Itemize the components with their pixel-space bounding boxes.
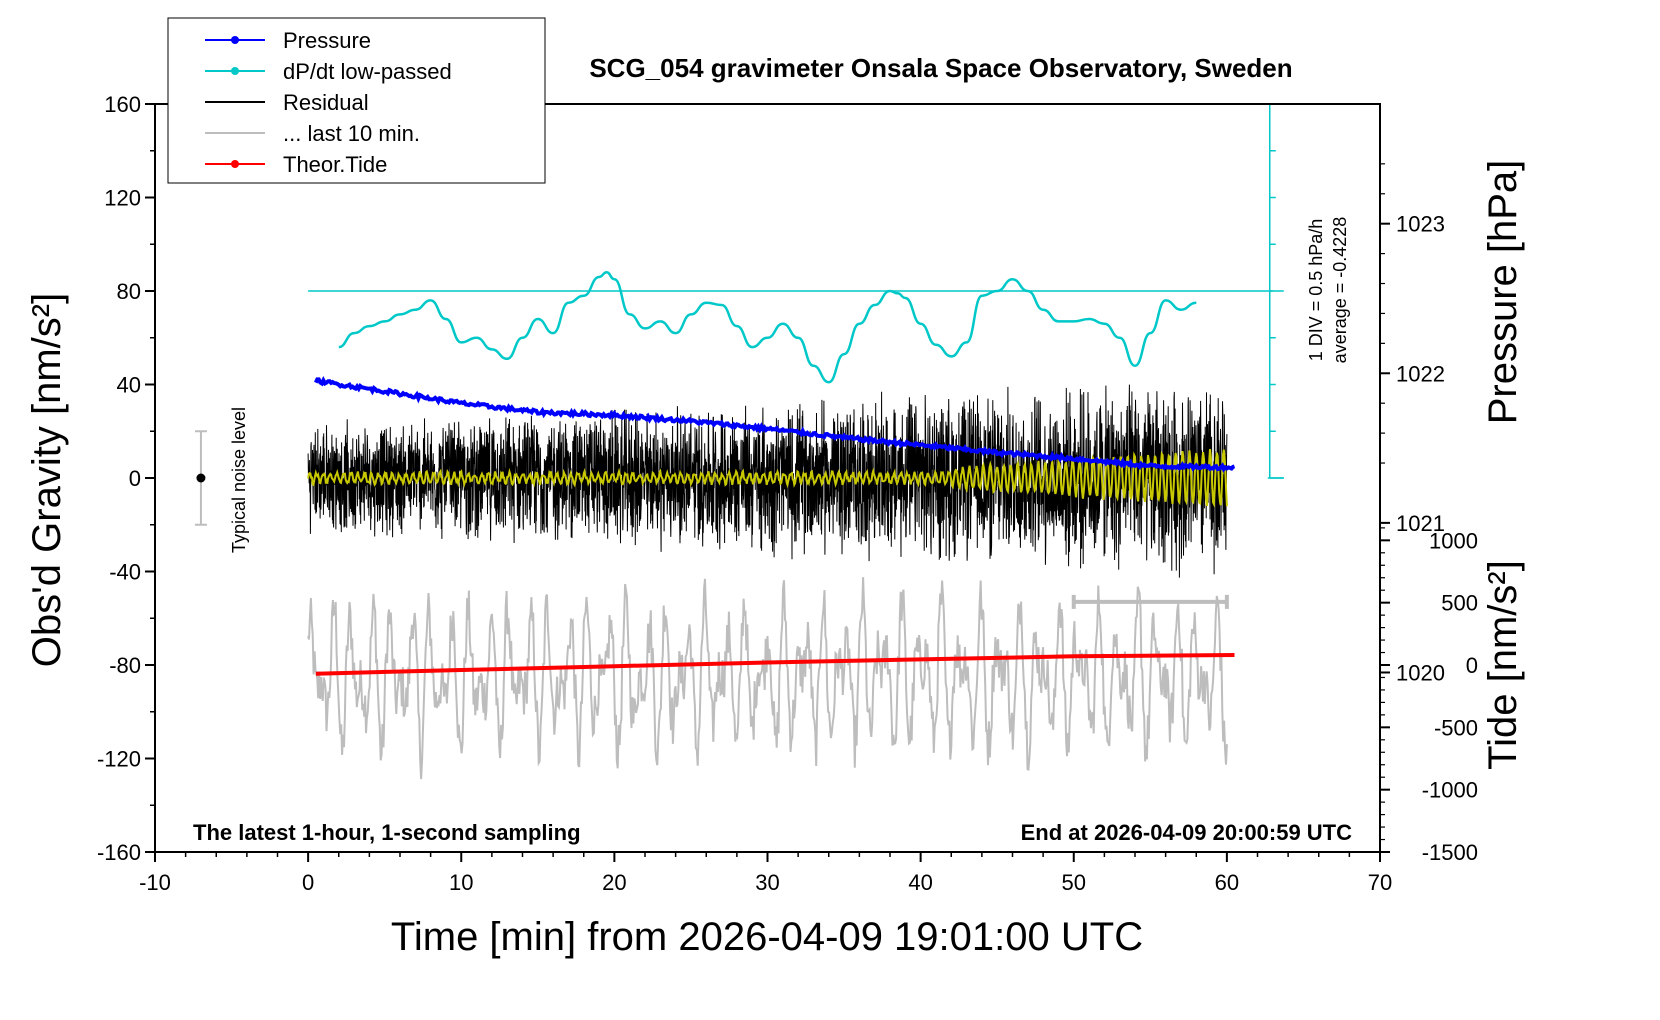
noise-bar-center: [196, 473, 206, 483]
tide-tick-label: -1000: [1422, 778, 1478, 803]
legend-box: [167, 17, 546, 184]
x-tick-label: 50: [1062, 870, 1086, 895]
legend-label: ... last 10 min.: [283, 121, 420, 146]
x-tick-label: 70: [1368, 870, 1392, 895]
pressure-tick-label: 1023: [1396, 212, 1445, 237]
tide-tick-label: 0: [1466, 653, 1478, 678]
x-tick-label: 60: [1215, 870, 1239, 895]
x-tick-label: 10: [449, 870, 473, 895]
tide-tick-label: -500: [1434, 715, 1478, 740]
x-tick-label: 20: [602, 870, 626, 895]
legend-label: Pressure: [283, 28, 371, 53]
y-tick-label: 80: [117, 279, 141, 304]
annotation-left: The latest 1-hour, 1-second sampling: [193, 820, 581, 845]
tide-tick-label: 1000: [1429, 528, 1478, 553]
y-tick-label: 0: [129, 466, 141, 491]
x-tick-label: 30: [755, 870, 779, 895]
y-axis-title: Obs'd Gravity [nm/s²]: [25, 293, 69, 667]
series-pressure: [313, 375, 1236, 473]
pressure-tick-label: 1021: [1396, 511, 1445, 536]
y-tick-label: -40: [109, 560, 141, 585]
series-last10: [307, 577, 1228, 780]
pressure-tick-label: 1022: [1396, 361, 1445, 386]
legend-marker: [231, 36, 239, 44]
x-axis-title: Time [min] from 2026-04-09 19:01:00 UTC: [391, 915, 1143, 959]
dpdt-scale-label: 1 DIV = 0.5 hPa/h: [1306, 219, 1326, 362]
series-residual-filtered: [307, 448, 1228, 508]
legend-marker: [231, 67, 239, 75]
y-tick-label: -120: [97, 747, 141, 772]
series-residual: [307, 384, 1228, 578]
series-tide: [315, 653, 1235, 676]
noise-level-label: Typical noise level: [229, 407, 249, 553]
tide-tick-label: -1500: [1422, 840, 1478, 865]
tide-axis-title: Tide [nm/s²]: [1481, 560, 1525, 770]
annotation-right: End at 2026-04-09 20:00:59 UTC: [1021, 820, 1352, 845]
legend: Pressure dP/dt low-passed Residual ... last…: [167, 17, 546, 184]
axes-layer: -10 0 10 20 30 40 50 60 70-160-120-80-4004080120…: [97, 92, 1478, 895]
pressure-axis-title: Pressure [hPa]: [1481, 160, 1525, 425]
tide-tick-label: 500: [1441, 591, 1478, 616]
y-tick-label: 160: [104, 92, 141, 117]
y-tick-label: -80: [109, 653, 141, 678]
x-tick-label: 40: [908, 870, 932, 895]
chart-title: SCG_054 gravimeter Onsala Space Observat…: [589, 53, 1292, 83]
x-tick-label: -10: [139, 870, 171, 895]
legend-label: Residual: [283, 90, 369, 115]
legend-label: dP/dt low-passed: [283, 59, 452, 84]
legend-label: Theor.Tide: [283, 152, 387, 177]
y-tick-label: -160: [97, 840, 141, 865]
pressure-tick-label: 1020: [1396, 660, 1445, 685]
legend-marker: [231, 160, 239, 168]
series-dpdt: [338, 271, 1197, 384]
dpdt-average-label: average = -0.4228: [1330, 217, 1350, 364]
y-tick-label: 40: [117, 373, 141, 398]
y-tick-label: 120: [104, 186, 141, 211]
data-layer: [194, 103, 1284, 780]
x-tick-label: 0: [302, 870, 314, 895]
